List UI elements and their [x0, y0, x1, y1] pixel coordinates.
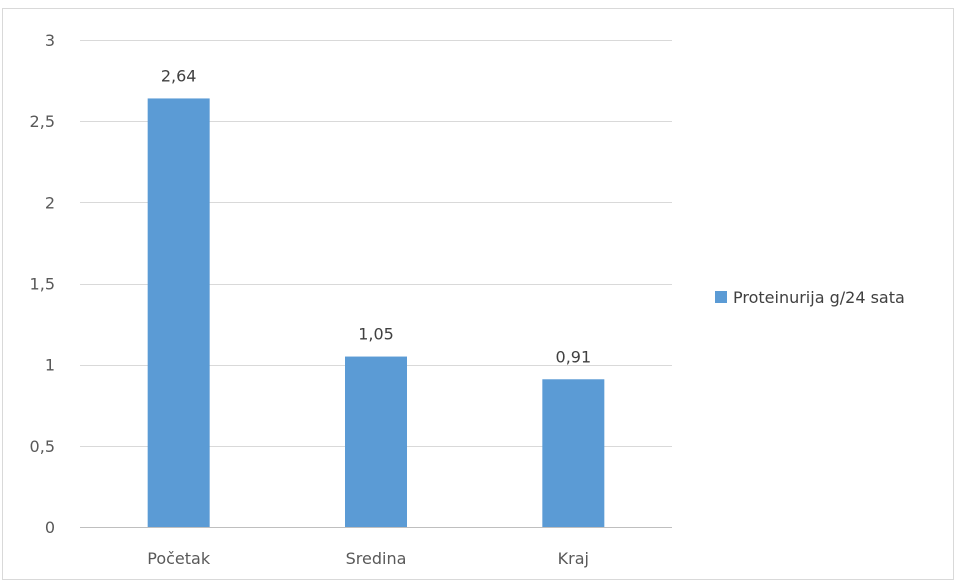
y-axis: 0 0,5 1 1,5 2 2,5 3 — [30, 31, 55, 537]
y-tick-label: 3 — [45, 31, 55, 50]
legend: Proteinurija g/24 sata — [715, 288, 905, 307]
y-tick-label: 0,5 — [30, 437, 55, 456]
y-tick-label: 2 — [45, 193, 55, 212]
bars — [147, 98, 605, 527]
x-axis: Početak Sredina Kraj — [147, 549, 589, 568]
data-labels: 2,64 1,05 0,91 — [161, 66, 591, 366]
bar — [345, 356, 407, 527]
data-label: 2,64 — [161, 66, 197, 85]
bar — [542, 379, 605, 527]
x-tick-label: Sredina — [346, 549, 407, 568]
y-tick-label: 0 — [45, 518, 55, 537]
x-tick-label: Kraj — [558, 549, 589, 568]
y-tick-label: 1 — [45, 356, 55, 375]
y-tick-label: 1,5 — [30, 275, 55, 294]
legend-swatch — [715, 291, 727, 303]
y-tick-label: 2,5 — [30, 112, 55, 131]
legend-label: Proteinurija g/24 sata — [733, 288, 905, 307]
x-tick-label: Početak — [147, 549, 211, 568]
bar — [147, 98, 210, 527]
data-label: 1,05 — [358, 325, 394, 344]
data-label: 0,91 — [556, 347, 592, 366]
